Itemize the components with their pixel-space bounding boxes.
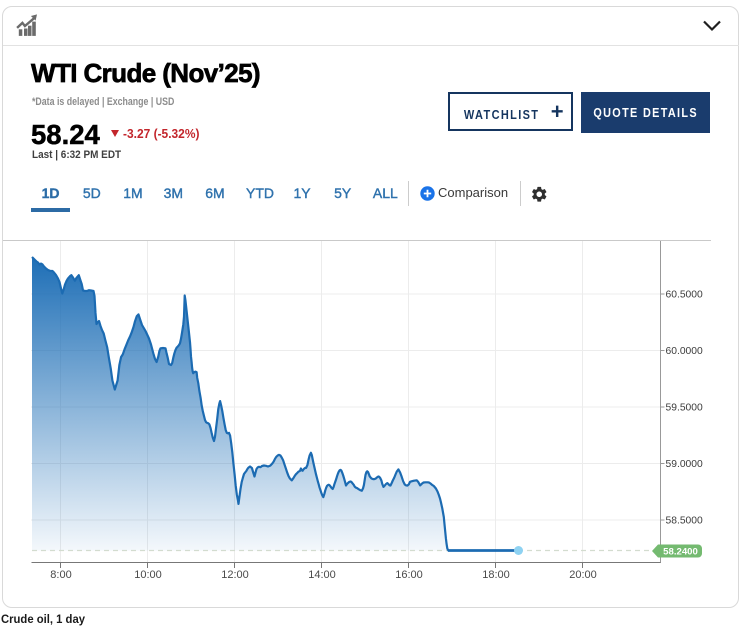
svg-text:18:00: 18:00 — [482, 569, 510, 581]
svg-text:20:00: 20:00 — [569, 569, 597, 581]
svg-text:59.0000: 59.0000 — [666, 459, 703, 470]
svg-text:60.5000: 60.5000 — [666, 290, 703, 301]
svg-text:12:00: 12:00 — [221, 569, 249, 581]
svg-text:58.5000: 58.5000 — [666, 516, 703, 527]
svg-text:10:00: 10:00 — [134, 569, 162, 581]
svg-text:14:00: 14:00 — [308, 569, 336, 581]
svg-text:8:00: 8:00 — [50, 569, 71, 581]
svg-text:60.0000: 60.0000 — [666, 346, 703, 357]
svg-text:58.2400: 58.2400 — [663, 546, 698, 557]
svg-text:16:00: 16:00 — [395, 569, 423, 581]
svg-text:59.5000: 59.5000 — [666, 403, 703, 414]
